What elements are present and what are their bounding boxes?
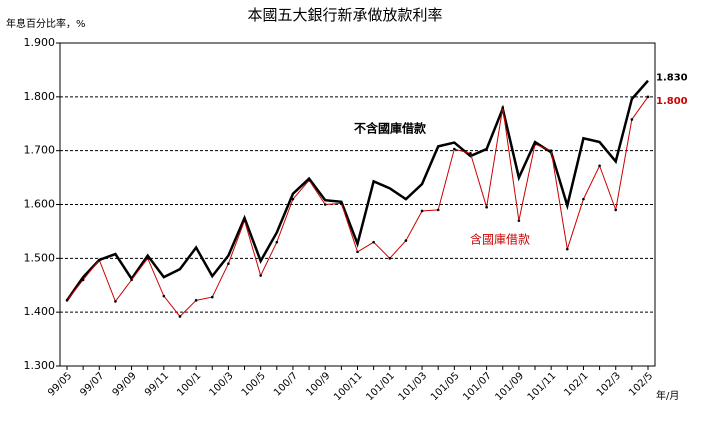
x-tick-label: 101/07 [461, 370, 494, 403]
x-tick-label: 100/9 [304, 370, 332, 398]
point [404, 239, 408, 242]
x-tick-label: 99/05 [46, 370, 74, 398]
point [114, 300, 117, 303]
point [356, 250, 359, 254]
value-label: 1.830 [656, 73, 688, 84]
x-tick-label: 102/3 [595, 370, 623, 398]
y-tick-label: 1.700 [24, 144, 56, 157]
point [485, 205, 488, 209]
point [372, 240, 375, 244]
point [340, 202, 343, 205]
value-label: 1.800 [656, 96, 688, 107]
y-tick-label: 1.600 [24, 198, 56, 211]
point [533, 142, 537, 146]
point [549, 149, 553, 152]
point [194, 299, 198, 302]
x-tick-label: 100/7 [272, 370, 300, 398]
series-name: 不含國庫借款 [354, 121, 427, 136]
x-tick-label: 99/11 [143, 370, 171, 398]
x-axis-label: 年/月 [656, 389, 679, 402]
point [259, 274, 262, 277]
y-tick-label: 1.500 [24, 251, 56, 264]
point [582, 197, 585, 201]
point [517, 219, 521, 222]
point [598, 164, 601, 168]
point [420, 209, 424, 213]
point [81, 278, 85, 282]
y-tick-label: 1.800 [24, 90, 56, 103]
series-line [65, 79, 649, 302]
point [323, 203, 327, 206]
x-tick-label: 101/11 [526, 370, 559, 403]
point [243, 219, 246, 222]
point [97, 258, 101, 262]
point [210, 295, 214, 299]
point [630, 118, 634, 121]
x-tick-label: 101/01 [364, 370, 397, 403]
x-tick-label: 99/09 [111, 370, 139, 398]
y-axis-label: 年息百分比率，% [6, 17, 86, 30]
point [275, 240, 279, 244]
series-name: 含國庫借款 [470, 232, 530, 247]
point [307, 178, 311, 182]
y-tick-label: 1.900 [24, 36, 56, 49]
point [566, 247, 569, 251]
y-tick-label: 1.300 [24, 359, 56, 372]
point [614, 208, 618, 212]
point [178, 315, 182, 318]
point [469, 152, 472, 155]
point [388, 257, 392, 260]
point [646, 95, 650, 99]
point [453, 147, 456, 151]
x-tick-label: 101/09 [493, 370, 526, 403]
point [146, 257, 149, 260]
y-tick-label: 1.400 [24, 305, 56, 318]
chart-title: 本國五大銀行新承做放款利率 [247, 6, 442, 24]
x-tick-label: 99/07 [78, 370, 106, 398]
x-tick-label: 100/3 [207, 370, 235, 398]
x-tick-label: 101/05 [429, 370, 462, 403]
x-tick-label: 102/5 [627, 370, 655, 398]
point [65, 299, 69, 302]
point [227, 262, 230, 266]
point [130, 278, 133, 282]
point [501, 106, 505, 109]
point [162, 294, 166, 298]
point [291, 197, 295, 201]
x-tick-label: 102/1 [563, 370, 591, 398]
x-tick-label: 100/1 [175, 370, 203, 398]
x-tick-label: 101/03 [397, 370, 430, 403]
point [436, 208, 440, 212]
x-tick-label: 100/5 [240, 370, 268, 398]
x-tick-label: 100/11 [332, 370, 365, 403]
